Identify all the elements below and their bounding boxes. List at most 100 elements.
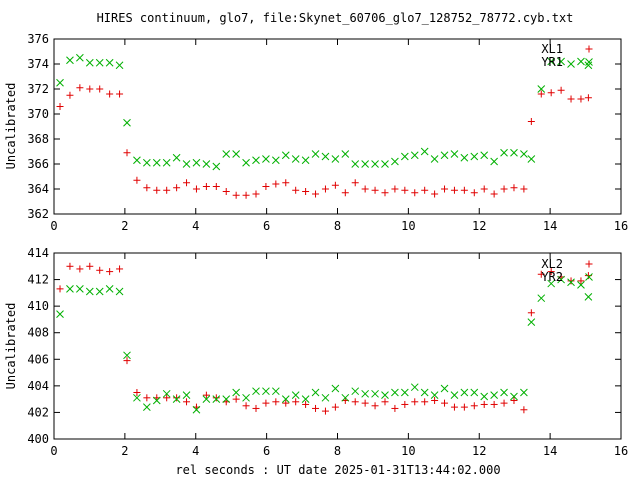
yr2-point: [291, 391, 300, 400]
yr2-point: [480, 392, 489, 401]
yr1-point: [430, 155, 439, 163]
xl2-point: [133, 389, 141, 396]
yr2-point: [311, 388, 320, 397]
xl1-point: [480, 185, 488, 193]
xl2-point: [212, 394, 220, 402]
xl1-point: [96, 85, 104, 93]
yr2-point: [252, 387, 260, 396]
yr1-point: [271, 156, 280, 165]
xl2-point: [123, 357, 131, 365]
yr2-point: [232, 388, 241, 397]
yr2-point: [271, 387, 280, 396]
yr1-point: [105, 58, 114, 67]
xl2-point: [232, 395, 240, 403]
yr1-point: [162, 158, 171, 167]
xl2-point: [116, 265, 124, 273]
yr2-point: [584, 292, 593, 301]
xl2-point: [470, 402, 478, 410]
xl1-point: [321, 185, 329, 193]
xl1-point: [490, 190, 498, 198]
xl2-point: [76, 265, 84, 273]
bottom-data-marks: [56, 262, 593, 415]
legend-label-xl2: XL2: [541, 257, 563, 271]
xl2-point: [86, 262, 94, 270]
xl2-point: [272, 398, 280, 406]
yr2-point: [450, 391, 459, 400]
top-y-axis-label: Uncalibrated: [4, 83, 18, 170]
bottom-plot-frame: [53, 252, 622, 440]
xl1-point: [143, 184, 151, 192]
yr1-point: [341, 150, 350, 158]
yr1-point: [281, 151, 290, 160]
yr2-point: [95, 287, 104, 296]
bottom-x-tick-label: 8: [334, 444, 341, 458]
yr2-point: [262, 387, 270, 396]
xl2-point: [56, 285, 64, 293]
yr2-point: [105, 285, 114, 293]
yr2-point: [470, 388, 479, 397]
yr1-point: [311, 150, 320, 158]
top-x-tick-label: 6: [263, 219, 270, 233]
yr2-point: [410, 383, 419, 392]
xl2-point: [500, 399, 508, 407]
top-x-tick-label: 2: [121, 219, 128, 233]
yr1-point: [577, 57, 585, 66]
yr2-point: [430, 391, 439, 400]
xl1-point: [133, 176, 141, 184]
yr1-point: [460, 153, 469, 162]
bottom-x-tick-label: 2: [121, 444, 128, 458]
yr2-point: [341, 393, 350, 402]
yr1-point: [142, 158, 151, 167]
xl1-point: [500, 185, 508, 193]
yr2-point: [192, 405, 201, 414]
bottom-axis-ticks: 400 402 404 406 408 410 412 414 0 2 4 6 8 10 12 14 16: [27, 246, 628, 458]
top-x-tick-label: 8: [334, 219, 341, 233]
xl1-point: [527, 118, 535, 125]
xl2-point: [527, 309, 535, 317]
yr1-point: [95, 58, 104, 67]
xl2-point: [312, 404, 320, 412]
top-y-tick-label: 362: [27, 207, 49, 221]
yr2-point: [361, 389, 369, 398]
xl1-point: [341, 189, 349, 197]
yr1-point: [584, 61, 593, 70]
chart-title: HIRES continuum, glo7, file:Skynet_60706…: [97, 11, 574, 25]
xl1-point: [391, 185, 399, 193]
yr2-point: [510, 392, 518, 401]
yr1-point: [321, 152, 330, 161]
xl1-point: [262, 183, 270, 190]
xl2-point: [431, 396, 439, 404]
xl1-point: [557, 86, 565, 94]
xl1-point: [431, 190, 439, 198]
yr2-point: [242, 393, 250, 402]
xl2-point: [292, 398, 300, 406]
yr2-point: [66, 285, 74, 293]
yr2-point: [115, 287, 124, 296]
yr1-point: [361, 160, 369, 168]
legend-label-xl1: XL1: [541, 42, 563, 56]
xl1-point: [470, 189, 478, 197]
x-axis-label: rel seconds : UT date 2025-01-31T13:44:0…: [175, 463, 500, 477]
yr2-point: [577, 281, 585, 289]
yr1-point: [371, 160, 379, 168]
yr1-point: [232, 150, 241, 158]
yr2-point: [500, 388, 508, 397]
yr1-point: [391, 157, 399, 166]
yr2-point: [182, 391, 191, 400]
xl2-point: [66, 262, 74, 270]
xl1-point: [202, 183, 210, 190]
yr2-point: [202, 395, 211, 403]
xl1-point: [282, 179, 290, 187]
yr1-point: [480, 151, 489, 160]
legend-marker-xl2: [585, 260, 593, 268]
xl2-point: [490, 400, 498, 408]
xl1-point: [450, 186, 458, 194]
xl1-point: [192, 185, 200, 193]
yr2-point: [133, 393, 141, 402]
xl1-point: [86, 85, 94, 93]
xl2-point: [520, 406, 528, 414]
xl1-point: [537, 90, 545, 98]
